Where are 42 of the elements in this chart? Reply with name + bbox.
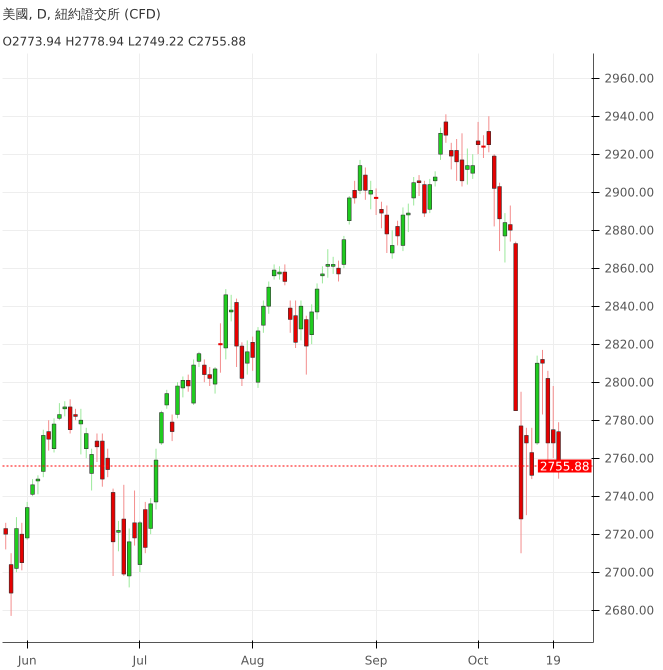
candlestick: [486, 116, 492, 153]
y-tick-label: 2680.00: [604, 604, 654, 618]
y-tick-label: 2940.00: [604, 110, 654, 124]
x-tick-label: Jun: [16, 654, 37, 668]
candlestick: [84, 427, 88, 459]
y-tick-label: 2840.00: [604, 300, 654, 314]
candlestick: [4, 522, 8, 550]
chart-subtitle: O2773.94 H2778.94 L2749.22 C2755.88: [2, 34, 246, 48]
candlestick: [476, 121, 480, 155]
candlestick: [57, 402, 62, 421]
candlestick: [196, 351, 202, 368]
y-tick-label: 2720.00: [604, 528, 654, 542]
candlestick: [390, 230, 394, 260]
y-tick-label: 2700.00: [604, 566, 654, 580]
candlestick: [384, 205, 390, 254]
y-tick-label: 2740.00: [604, 490, 654, 504]
y-tick-label: 2760.00: [604, 452, 654, 466]
candlestick: [164, 389, 169, 410]
candlestick: [78, 408, 84, 455]
candlestick: [30, 478, 35, 497]
ref-line-label: 2755.88: [540, 460, 590, 474]
y-tick-label: 2800.00: [604, 376, 654, 390]
candlestick: [530, 427, 534, 480]
y-tick-label: 2860.00: [604, 262, 654, 276]
y-tick-label: 2780.00: [604, 414, 654, 428]
x-tick-label: Sep: [364, 654, 388, 668]
y-tick-label: 2960.00: [604, 72, 654, 86]
y-tick-label: 2820.00: [604, 338, 654, 352]
candlestick: [320, 266, 325, 284]
chart-title: 美國, D, 紐約證交所 (CFD): [2, 6, 161, 22]
candlestick: [379, 201, 384, 229]
candlestick: [89, 448, 94, 491]
candlestick: [170, 414, 174, 442]
x-tick-label: Jul: [132, 654, 148, 668]
candlestick: [36, 474, 40, 495]
y-tick-label: 2880.00: [604, 224, 654, 238]
candlestick: [432, 170, 438, 187]
x-tick-label: Aug: [240, 654, 264, 668]
y-tick-label: 2900.00: [604, 186, 654, 200]
x-tick-label: 19: [546, 654, 561, 668]
x-tick-label: Oct: [468, 654, 489, 668]
y-tick-label: 2920.00: [604, 148, 654, 162]
